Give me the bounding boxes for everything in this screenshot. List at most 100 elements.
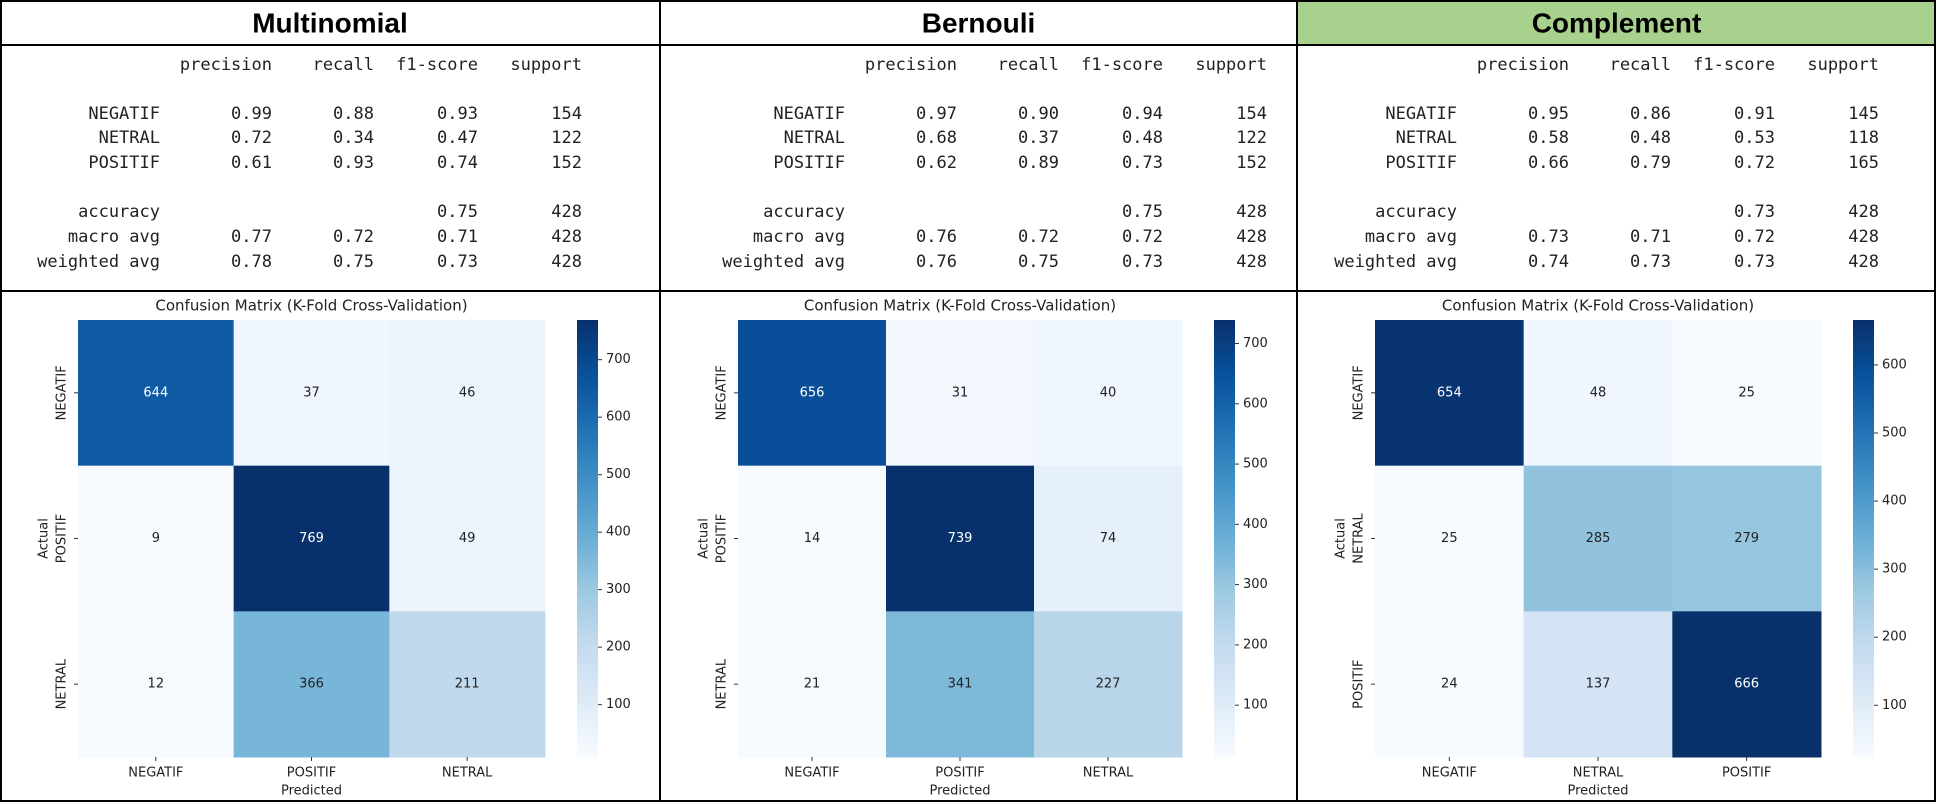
colorbar-tick-label: 300 xyxy=(1243,577,1268,592)
report-cell: 0.79 xyxy=(1630,153,1671,173)
heatmap-cell xyxy=(1375,320,1525,467)
report-cell: 154 xyxy=(551,104,582,124)
y-tick-label: NEGATIF xyxy=(715,365,730,420)
report-header: precision xyxy=(865,55,957,75)
cell-value: 644 xyxy=(143,385,168,400)
report-row-label: NETRAL xyxy=(99,128,160,148)
heatmap-cell xyxy=(886,465,1035,612)
chart-title: Confusion Matrix (K-Fold Cross-Validatio… xyxy=(155,297,467,315)
heatmap-cell xyxy=(389,465,546,612)
colorbar xyxy=(1853,320,1874,757)
cell-value: 227 xyxy=(1096,677,1121,692)
report-cell: 0.37 xyxy=(1018,128,1059,148)
colorbar-tick-label: 700 xyxy=(606,352,631,367)
colorbar-tick-label: 200 xyxy=(606,640,631,655)
heatmap-cell xyxy=(886,320,1035,467)
heatmap: Confusion Matrix (K-Fold Cross-Validatio… xyxy=(1334,297,1907,799)
report-row-label: NEGATIF xyxy=(1385,104,1457,124)
x-axis-label: Predicted xyxy=(1567,784,1628,799)
report-cell: 0.97 xyxy=(916,104,957,124)
report-cell: 0.73 xyxy=(1528,227,1569,247)
report-cell: 118 xyxy=(1848,128,1879,148)
report-cell: 0.89 xyxy=(1018,153,1059,173)
heatmap-cell xyxy=(738,611,887,758)
heatmap: Confusion Matrix (K-Fold Cross-Validatio… xyxy=(37,297,631,799)
heatmap-cell xyxy=(1672,611,1822,758)
cell-value: 656 xyxy=(800,385,825,400)
report-header: f1-score xyxy=(396,55,478,75)
header-highlight xyxy=(1297,1,1935,45)
report-cell: 0.73 xyxy=(1630,252,1671,272)
report-cell: 0.47 xyxy=(437,128,478,148)
report-cell: 152 xyxy=(1236,153,1267,173)
report-cell: 122 xyxy=(551,128,582,148)
y-tick-label: NETRAL xyxy=(715,658,730,709)
report-row-label: accuracy xyxy=(763,202,845,222)
heatmap-cell xyxy=(1672,320,1822,467)
colorbar-tick-label: 200 xyxy=(1243,637,1268,652)
panel-title: Complement xyxy=(1532,7,1702,38)
report-cell: 0.34 xyxy=(333,128,374,148)
report-cell: 428 xyxy=(1236,252,1267,272)
report-cell: 0.91 xyxy=(1734,104,1775,124)
cell-value: 285 xyxy=(1586,531,1611,546)
colorbar-tick-label: 300 xyxy=(606,582,631,597)
report-cell: 0.73 xyxy=(437,252,478,272)
panel-title: Bernouli xyxy=(922,7,1036,38)
y-tick-label: NETRAL xyxy=(1352,512,1367,563)
report-row-label: POSITIF xyxy=(1385,153,1457,173)
cell-value: 14 xyxy=(804,531,821,546)
x-tick-label: POSITIF xyxy=(1722,766,1771,781)
report-row-label: weighted avg xyxy=(37,252,160,272)
report-cell: 0.66 xyxy=(1528,153,1569,173)
heatmap-cell xyxy=(886,611,1035,758)
y-tick-label: NEGATIF xyxy=(1352,365,1367,420)
report-cell: 0.75 xyxy=(1018,252,1059,272)
cell-value: 40 xyxy=(1100,385,1117,400)
report-header: recall xyxy=(1610,55,1671,75)
report-cell: 0.94 xyxy=(1122,104,1163,124)
report-row-label: NEGATIF xyxy=(88,104,160,124)
report-cell: 0.95 xyxy=(1528,104,1569,124)
colorbar-tick-label: 700 xyxy=(1243,336,1268,351)
report-cell: 0.75 xyxy=(333,252,374,272)
cell-value: 48 xyxy=(1590,385,1607,400)
cell-value: 279 xyxy=(1734,531,1759,546)
report-row-label: POSITIF xyxy=(88,153,160,173)
panel-title: Multinomial xyxy=(252,7,408,38)
report-cell: 0.72 xyxy=(1122,227,1163,247)
colorbar-tick-label: 600 xyxy=(1243,396,1268,411)
y-axis-label: Actual xyxy=(697,518,712,559)
report-header: f1-score xyxy=(1081,55,1163,75)
report-cell: 0.78 xyxy=(231,252,272,272)
colorbar-tick-label: 600 xyxy=(606,410,631,425)
y-axis-label: Actual xyxy=(37,518,52,559)
report-cell: 428 xyxy=(1236,202,1267,222)
report-cell: 0.58 xyxy=(1528,128,1569,148)
x-axis-label: Predicted xyxy=(929,784,990,799)
colorbar-tick-label: 500 xyxy=(1882,425,1907,440)
heatmap-cell xyxy=(738,465,887,612)
x-tick-label: NEGATIF xyxy=(784,766,839,781)
report-row-label: POSITIF xyxy=(773,153,845,173)
x-tick-label: NEGATIF xyxy=(1422,766,1477,781)
report-row-label: macro avg xyxy=(68,227,160,247)
report-header: recall xyxy=(998,55,1059,75)
cell-value: 37 xyxy=(303,385,320,400)
report-header: support xyxy=(1195,55,1267,75)
report-cell: 0.73 xyxy=(1734,202,1775,222)
report-cell: 0.72 xyxy=(231,128,272,148)
report-cell: 428 xyxy=(1848,227,1879,247)
report-cell: 0.73 xyxy=(1734,252,1775,272)
cell-value: 74 xyxy=(1100,531,1117,546)
cell-value: 25 xyxy=(1738,385,1755,400)
report-cell: 428 xyxy=(551,202,582,222)
x-tick-label: NEGATIF xyxy=(128,766,183,781)
report-header: support xyxy=(1807,55,1879,75)
report-cell: 0.76 xyxy=(916,227,957,247)
cell-value: 739 xyxy=(948,531,973,546)
cell-value: 366 xyxy=(299,677,324,692)
report-cell: 0.93 xyxy=(437,104,478,124)
report-cell: 0.75 xyxy=(1122,202,1163,222)
